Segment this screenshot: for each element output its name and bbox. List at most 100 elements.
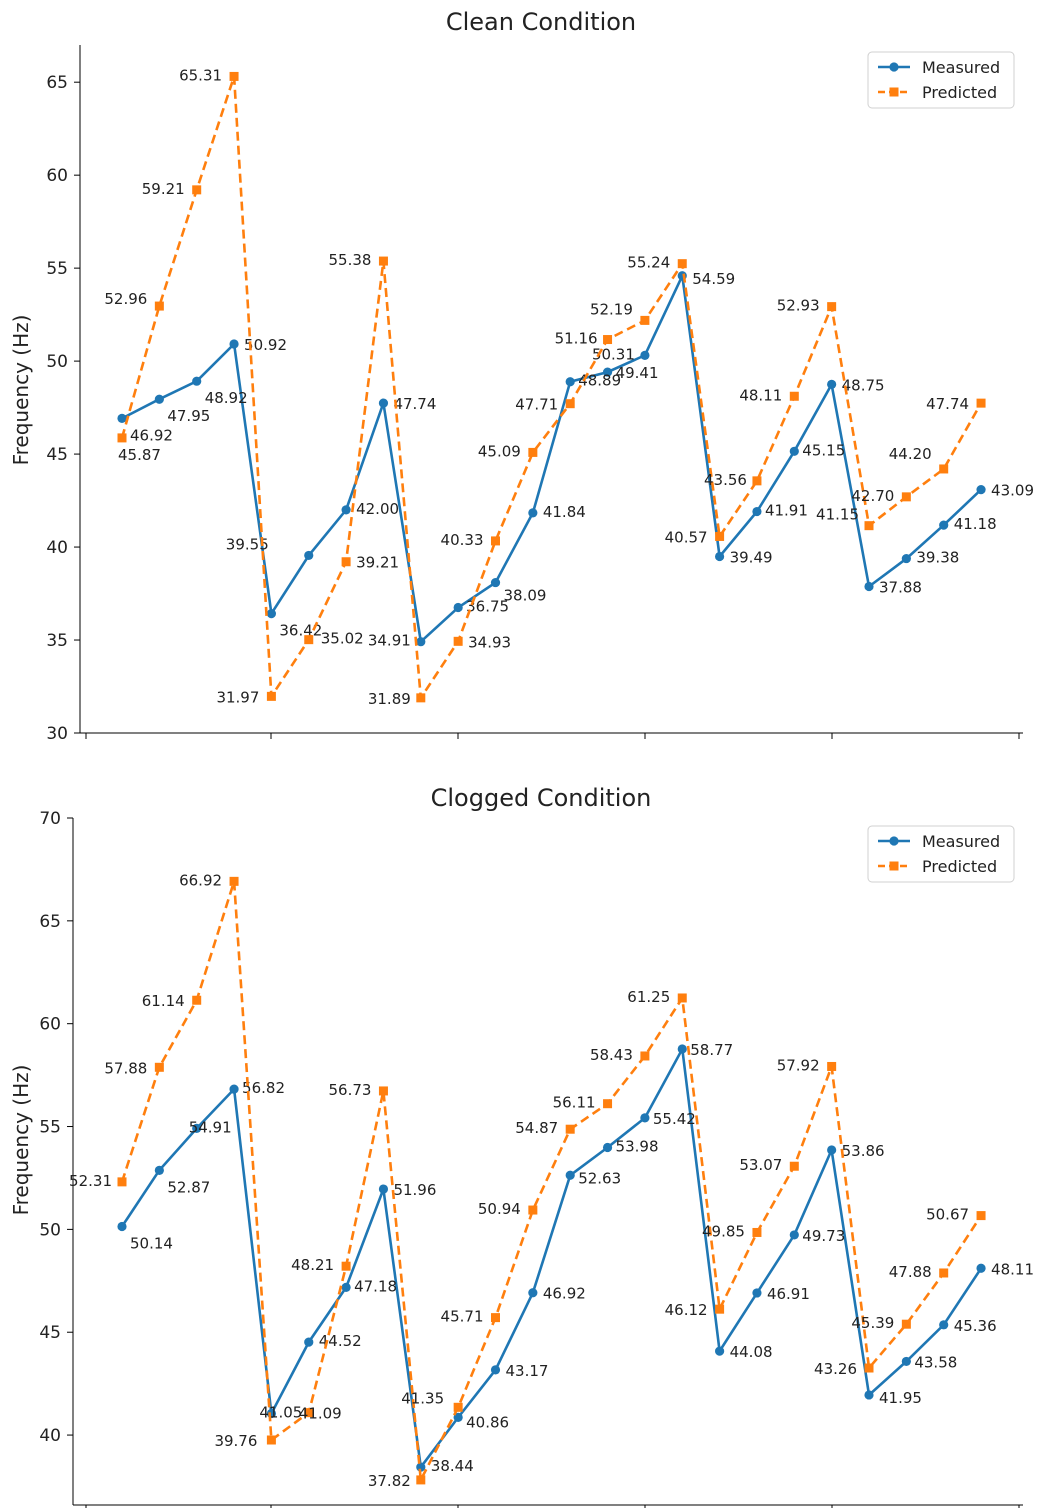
data-label-predicted: 47.88 [889,1263,932,1281]
data-label-measured: 53.98 [616,1138,659,1156]
y-tick-label: 65 [39,912,61,932]
data-point-measured [827,379,837,389]
data-point-measured [715,551,725,562]
data-label-predicted: 58.43 [590,1046,633,1064]
data-label-measured: 52.87 [167,1178,210,1196]
legend-swatch-marker [889,861,899,871]
data-label-measured: 49.73 [802,1227,845,1245]
data-label-predicted: 45.71 [441,1308,484,1326]
legend-swatch-marker [889,836,899,846]
data-label-predicted: 50.67 [926,1206,969,1224]
data-label-measured: 42.00 [356,500,399,518]
data-label-predicted: 56.73 [328,1081,371,1099]
data-label-predicted: 54.87 [515,1119,558,1137]
data-label-measured: 47.74 [393,395,436,413]
data-point-measured [677,1044,687,1054]
data-point-predicted [976,1211,986,1221]
data-point-measured [976,484,986,495]
legend-label: Predicted [922,83,997,102]
data-point-predicted [827,1061,837,1071]
data-label-measured: 45.15 [802,441,845,459]
data-point-measured [864,581,874,592]
data-label-predicted: 44.20 [889,445,932,463]
data-point-measured [229,339,239,349]
y-tick-label: 55 [39,1118,61,1138]
data-label-measured: 39.38 [916,549,959,567]
data-label-predicted: 31.89 [368,690,411,708]
data-point-measured [192,1123,202,1133]
data-label-predicted: 49.85 [702,1222,745,1240]
y-tick-label: 35 [46,631,68,651]
data-label-predicted: 31.97 [216,688,259,706]
data-point-measured [154,394,164,404]
data-label-predicted: 41.15 [816,506,859,524]
data-label-measured: 41.05 [259,1403,302,1421]
data-label-measured: 52.63 [578,1169,621,1187]
data-point-measured [602,1142,613,1153]
data-label-measured: 56.82 [242,1079,285,1097]
data-point-predicted [192,995,202,1005]
data-point-predicted [939,1268,949,1278]
y-tick-label: 40 [46,538,68,558]
legend-swatch-marker [889,87,899,97]
data-point-predicted [752,476,762,486]
series-line-measured [121,271,982,645]
legend-label: Predicted [922,857,997,876]
data-label-measured: 43.58 [914,1353,957,1371]
data-label-predicted: 52.31 [69,1172,112,1190]
data-label-measured: 53.86 [842,1142,885,1160]
data-point-predicted [603,1099,613,1109]
data-point-measured [341,1282,351,1292]
data-label-predicted: 47.74 [926,395,969,413]
data-point-measured [715,1346,725,1356]
data-point-predicted [491,536,500,546]
data-label-predicted: 52.93 [777,297,820,315]
data-label-predicted: 39.21 [356,554,399,572]
data-point-predicted [304,635,314,645]
data-point-predicted [640,1051,650,1061]
data-point-measured [266,609,276,619]
data-label-measured: 44.52 [319,1332,362,1350]
data-label-predicted: 57.92 [777,1056,820,1074]
data-label-predicted: 41.35 [401,1389,444,1407]
data-point-measured [490,577,501,588]
data-point-measured [453,1412,463,1422]
data-point-predicted [565,1124,575,1134]
data-point-predicted [117,433,127,443]
data-point-measured [341,505,351,515]
data-point-measured [304,550,314,561]
data-point-predicted [528,1205,538,1215]
legend-label: Measured [922,832,1000,851]
data-point-predicted [192,185,202,195]
data-label-measured: 41.91 [765,502,808,520]
data-label-measured: 38.09 [504,587,547,605]
data-label-measured: 36.75 [466,597,509,615]
data-label-predicted: 65.31 [179,66,222,84]
data-point-predicted [416,693,426,703]
data-point-predicted [378,256,388,266]
data-point-predicted [901,1319,911,1329]
data-point-predicted [789,1161,799,1171]
data-label-predicted: 35.02 [321,630,364,648]
data-point-measured [640,350,650,360]
data-point-predicted [304,1408,314,1418]
data-label-measured: 38.44 [431,1457,474,1475]
data-label-measured: 55.42 [653,1110,696,1128]
y-tick-label: 60 [39,1015,61,1035]
data-label-measured: 43.17 [506,1362,549,1380]
data-point-measured [939,1320,949,1330]
data-label-measured: 43.09 [991,482,1034,500]
data-label-measured: 44.08 [730,1343,773,1361]
data-label-predicted: 47.71 [515,396,558,414]
data-point-measured [789,1230,799,1240]
data-point-predicted [491,1313,500,1323]
series-line-predicted [120,75,983,702]
data-label-predicted: 42.70 [851,487,894,505]
data-label-predicted: 55.38 [328,251,371,269]
data-point-predicted [939,464,949,474]
data-point-predicted [827,302,837,312]
data-label-measured: 50.92 [244,336,287,354]
y-tick-label: 65 [46,73,68,93]
data-point-predicted [528,447,538,457]
